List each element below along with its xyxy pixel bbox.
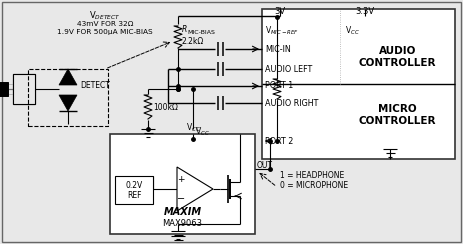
- Bar: [115, 176, 153, 204]
- Text: 1 = HEADPHONE: 1 = HEADPHONE: [280, 172, 344, 181]
- Polygon shape: [59, 69, 77, 85]
- Text: MIC-BIAS: MIC-BIAS: [187, 30, 215, 35]
- Text: V$_{CC}$: V$_{CC}$: [195, 126, 210, 138]
- Text: OUT: OUT: [257, 161, 273, 170]
- Text: 0 = MICROPHONE: 0 = MICROPHONE: [280, 182, 348, 191]
- Text: V$_{MIC-REF}$: V$_{MIC-REF}$: [265, 25, 299, 37]
- Text: ΜAXIM: ΜAXIM: [163, 207, 201, 217]
- Bar: [110, 134, 255, 234]
- Text: REF: REF: [127, 192, 141, 201]
- Text: MIC-IN: MIC-IN: [265, 44, 291, 53]
- Polygon shape: [59, 95, 77, 111]
- Text: 100kΩ: 100kΩ: [153, 102, 178, 112]
- Bar: [262, 9, 455, 159]
- Text: AUDIO: AUDIO: [379, 46, 416, 56]
- Text: PORT 1: PORT 1: [265, 81, 293, 91]
- Text: −: −: [177, 194, 185, 204]
- Text: R: R: [182, 24, 187, 33]
- Text: V$_{CC}$: V$_{CC}$: [186, 122, 200, 134]
- Text: AUDIO RIGHT: AUDIO RIGHT: [265, 99, 319, 108]
- Text: MICRO: MICRO: [378, 104, 417, 114]
- Text: AUDIO LEFT: AUDIO LEFT: [265, 64, 312, 73]
- Text: PORT 2: PORT 2: [265, 136, 294, 145]
- Bar: [13, 74, 35, 104]
- Text: 3V: 3V: [275, 8, 286, 17]
- Bar: [28, 69, 108, 126]
- Text: CONTROLLER: CONTROLLER: [359, 116, 436, 126]
- Text: +: +: [177, 174, 185, 183]
- Text: 3.3V: 3.3V: [356, 8, 375, 17]
- Text: V$_{CC}$: V$_{CC}$: [345, 25, 360, 37]
- Text: 0.2V: 0.2V: [125, 182, 143, 191]
- Text: MAX9063: MAX9063: [163, 220, 202, 228]
- Text: 43mV FOR 32Ω: 43mV FOR 32Ω: [77, 21, 133, 27]
- Text: V$_{DETECT}$: V$_{DETECT}$: [89, 10, 121, 22]
- Polygon shape: [177, 167, 213, 211]
- Text: CONTROLLER: CONTROLLER: [359, 58, 436, 68]
- Text: 2.2kΩ: 2.2kΩ: [182, 37, 204, 45]
- Text: 1.9V FOR 500μA MIC-BIAS: 1.9V FOR 500μA MIC-BIAS: [57, 29, 153, 35]
- Bar: [0, 82, 8, 96]
- Text: DETECT: DETECT: [80, 81, 110, 91]
